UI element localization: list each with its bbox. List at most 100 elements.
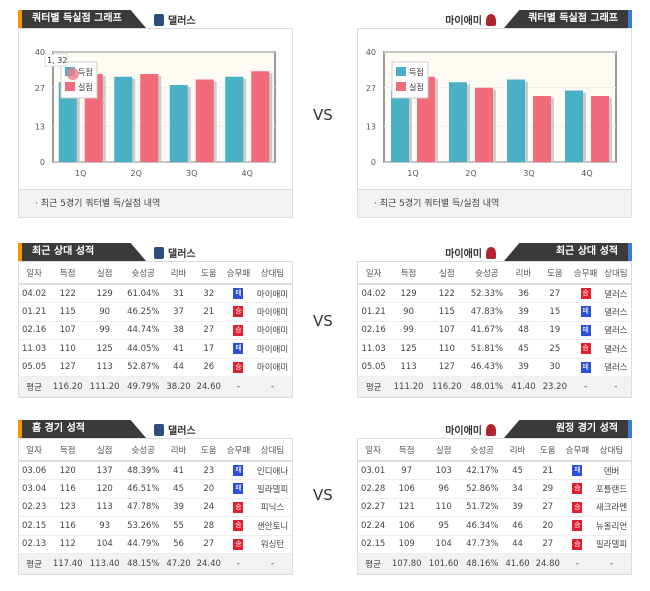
column-header: 실점 <box>86 262 124 285</box>
table-cell: 02.15 <box>358 535 389 554</box>
column-header: 상대팀 <box>592 439 631 462</box>
column-header: 일자 <box>19 439 50 462</box>
table-cell: 116 <box>49 516 87 536</box>
table-cell: 122 <box>427 284 467 303</box>
average-cell: 평균 <box>19 553 50 574</box>
result-badge: 패 <box>580 306 591 318</box>
table-cell: 127 <box>49 358 87 377</box>
table-cell: 03.01 <box>358 461 389 480</box>
average-cell: 41.40 <box>507 376 540 397</box>
column-header: 슛성공 <box>462 439 503 462</box>
table-cell: 댈러스 <box>600 302 631 322</box>
table-cell: 27 <box>193 321 224 340</box>
tooltip-text: 1, 32 <box>47 56 67 65</box>
column-header: 슛성공 <box>123 262 164 285</box>
table-cell: 99 <box>86 321 124 340</box>
result-badge: 승 <box>572 538 583 550</box>
chart-title: 쿼터별 득실점 그래프 <box>504 10 632 28</box>
table-header: 일자 득점 실점 슛성공 리바 도움 승무패 상대팀 <box>19 439 292 462</box>
bar-scored <box>449 82 467 162</box>
table-cell: 103 <box>425 461 463 480</box>
table-cell: 97 <box>388 461 426 480</box>
x-tick-label: 1Q <box>407 169 418 178</box>
result-badge: 승 <box>233 520 244 532</box>
average-cell: 24.40 <box>193 553 224 574</box>
table-cell: 55 <box>163 516 194 536</box>
table-cell: 106 <box>388 479 426 499</box>
table-cell: 02.13 <box>19 535 50 554</box>
column-header: 리바 <box>507 262 540 285</box>
table-cell: 댈러스 <box>600 358 631 377</box>
table-cell: 51.72% <box>462 498 503 517</box>
table-row: 02.24 106 95 46.34% 46 20 승 뉴올리언 <box>358 516 631 536</box>
table-cell: 23 <box>193 461 224 480</box>
table-cell: 110 <box>425 498 463 517</box>
table-cell: 21 <box>532 461 563 480</box>
table-cell: 56 <box>163 535 194 554</box>
table-row: 02.13 112 104 44.79% 56 27 승 워싱턴 <box>19 535 292 554</box>
table-cell: 47.73% <box>462 535 503 554</box>
column-header: 득점 <box>49 262 87 285</box>
average-cell: 117.40 <box>49 553 87 574</box>
table-header: 일자 득점 실점 슛성공 리바 도움 승무패 상대팀 <box>358 439 631 462</box>
average-cell: - <box>253 553 292 574</box>
bar-scored <box>225 76 244 162</box>
average-cell: - <box>600 376 631 397</box>
x-tick-label: 3Q <box>523 169 534 178</box>
table-cell: 뉴올리언 <box>592 516 631 536</box>
column-header: 슛성공 <box>123 439 164 462</box>
table-row: 02.27 121 110 51.72% 39 27 승 새크라멘 <box>358 498 631 517</box>
y-tick-label: 40 <box>35 48 45 57</box>
column-header: 도움 <box>193 439 224 462</box>
x-tick-label: 3Q <box>186 169 197 178</box>
vs-label: VS <box>313 106 333 124</box>
x-tick-label: 2Q <box>131 169 142 178</box>
table-cell: 129 <box>86 284 124 303</box>
table-cell: 115 <box>49 302 87 322</box>
hover-marker <box>67 68 79 80</box>
table-cell: 48 <box>507 321 540 340</box>
table-cell: 113 <box>86 498 124 517</box>
result-badge: 승 <box>572 501 583 513</box>
table-row: 04.02 129 122 52.33% 36 27 승 댈러스 <box>358 284 631 303</box>
average-cell: 평균 <box>358 376 390 397</box>
table-row: 05.05 127 113 52.87% 44 26 승 마이애미 <box>19 358 292 377</box>
average-cell: - <box>253 376 292 397</box>
result-badge: 패 <box>233 483 244 495</box>
table-cell: 51.81% <box>466 339 508 359</box>
table-cell: 45 <box>502 461 533 480</box>
table-cell: 02.27 <box>358 498 389 517</box>
average-cell: - <box>570 376 601 397</box>
table-cell: 11.03 <box>358 339 390 359</box>
table-cell: 28 <box>193 516 224 536</box>
column-header: 일자 <box>19 262 50 285</box>
table-cell: 44.74% <box>123 321 164 340</box>
vs-label: VS <box>313 486 333 504</box>
stats-table: 일자 득점 실점 슛성공 리바 도움 승무패 상대팀 03.01 97 103 42.17% 45 21 패… <box>358 439 631 574</box>
column-header: 상대팀 <box>600 262 631 285</box>
stats-table: 일자 득점 실점 슛성공 리바 도움 승무패 상대팀 04.02 122 129 61.04% 31 32… <box>19 262 292 397</box>
table-cell: 104 <box>425 535 463 554</box>
stats-panel: 최근 상대 성적 마이애미 일자 득점 실점 슛성공 리바 도움 승무패 상대팀 04.02 12… <box>357 243 632 398</box>
bar-allowed <box>251 71 270 162</box>
table-row: 11.03 125 110 51.81% 45 25 승 댈러스 <box>358 339 631 359</box>
table-cell: 26 <box>193 358 224 377</box>
table-cell: 127 <box>427 358 467 377</box>
column-header: 도움 <box>193 262 224 285</box>
table-cell: 03.04 <box>19 479 50 499</box>
legend-label: 실점 <box>78 82 93 92</box>
section-title: 최근 상대 성적 <box>504 243 632 261</box>
result-badge: 승 <box>572 520 583 532</box>
bar-scored <box>169 85 188 162</box>
table-cell: 113 <box>86 358 124 377</box>
bar-allowed <box>591 96 609 162</box>
table-cell: 피닉스 <box>253 498 292 517</box>
table-cell: 39 <box>507 358 540 377</box>
table-cell: 04.02 <box>358 284 390 303</box>
table-cell: 25 <box>539 339 571 359</box>
result-badge: 승 <box>233 501 244 513</box>
stats-table: 일자 득점 실점 슛성공 리바 도움 승무패 상대팀 03.06 120 137 48.39% 41 23… <box>19 439 292 574</box>
y-tick-label: 27 <box>35 84 45 93</box>
table-row: 02.16 107 99 44.74% 38 27 승 마이애미 <box>19 321 292 340</box>
column-header: 득점 <box>49 439 87 462</box>
